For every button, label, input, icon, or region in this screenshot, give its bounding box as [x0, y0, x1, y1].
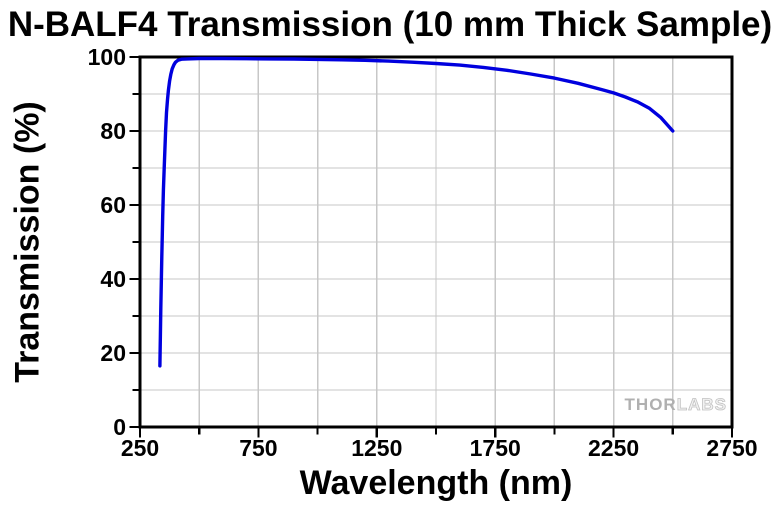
y-tick-labels: 0 20 40 60 80 100 — [88, 44, 126, 440]
x-axis-title: Wavelength (nm) — [299, 464, 573, 502]
y-tick-label: 80 — [100, 118, 126, 144]
thorlabs-watermark: THORLABS — [625, 395, 727, 414]
y-tick-label: 0 — [113, 414, 126, 440]
x-tick-label: 750 — [239, 435, 277, 461]
x-tick-label: 2750 — [706, 435, 757, 461]
x-tick-labels: 250 750 1250 1750 2250 2750 — [121, 435, 758, 461]
axis-ticks — [129, 55, 734, 438]
x-tick-label: 1250 — [351, 435, 402, 461]
x-tick-label: 250 — [121, 435, 159, 461]
gridlines — [140, 57, 732, 427]
y-tick-label: 20 — [100, 340, 126, 366]
transmission-curve — [158, 56, 675, 368]
x-tick-label: 1750 — [470, 435, 521, 461]
chart-title: N-BALF4 Transmission (10 mm Thick Sample… — [7, 5, 773, 44]
y-tick-label: 40 — [100, 266, 126, 292]
y-tick-label: 60 — [100, 192, 126, 218]
x-tick-label: 2250 — [588, 435, 639, 461]
axis-frame — [138, 55, 734, 429]
y-tick-label: 100 — [88, 44, 126, 70]
